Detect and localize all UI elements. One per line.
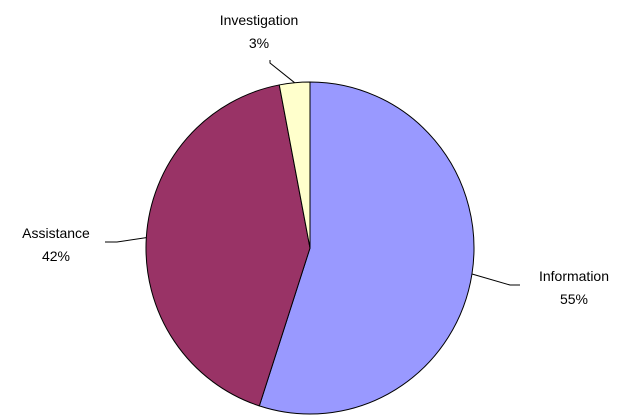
leader-line-information — [471, 273, 520, 286]
pie-slice-assistance — [145, 84, 311, 407]
pie-slice-information — [258, 81, 475, 415]
slice-value-assistance: 42% — [42, 248, 70, 264]
slice-value-investigation: 3% — [249, 35, 269, 51]
label-investigation: Investigation 3% — [220, 12, 299, 51]
leader-lines — [105, 60, 520, 286]
leader-line-assistance — [105, 237, 147, 243]
slice-name-information: Information — [539, 268, 609, 284]
pie-slices — [145, 81, 475, 415]
label-assistance: Assistance 42% — [22, 225, 90, 264]
slice-value-information: 55% — [560, 291, 588, 307]
leader-line-investigation — [269, 60, 295, 84]
slice-name-assistance: Assistance — [22, 225, 90, 241]
slice-name-investigation: Investigation — [220, 12, 299, 28]
label-information: Information 55% — [539, 268, 609, 307]
